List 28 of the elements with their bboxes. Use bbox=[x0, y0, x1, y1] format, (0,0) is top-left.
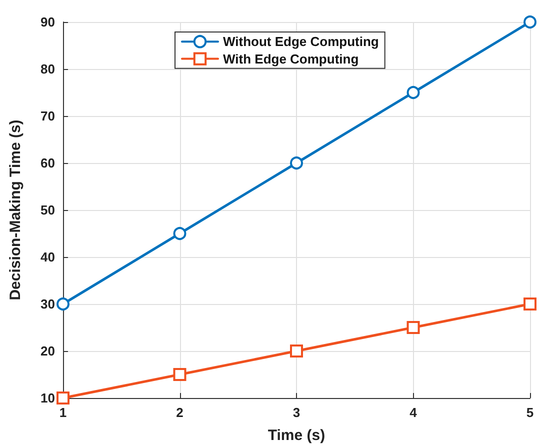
legend-label: Without Edge Computing bbox=[223, 34, 379, 50]
point bbox=[173, 227, 186, 240]
y-tick-label: 50 bbox=[40, 202, 55, 218]
y-tick-label: 20 bbox=[40, 344, 55, 358]
y-tick-label: 30 bbox=[40, 296, 55, 312]
x-tick-label: 1 bbox=[59, 405, 67, 420]
point bbox=[290, 156, 303, 170]
point bbox=[290, 344, 303, 358]
x-axis-title: Time (s) bbox=[268, 427, 326, 444]
point bbox=[56, 392, 70, 404]
x-tick-label: 5 bbox=[526, 405, 534, 420]
y-tick-label: 60 bbox=[40, 156, 55, 170]
point bbox=[173, 368, 186, 381]
x-tick-label: 2 bbox=[176, 405, 184, 420]
point bbox=[406, 321, 420, 334]
y-tick-label: 70 bbox=[40, 108, 55, 124]
y-axis-title: Decision-Making Time (s) bbox=[7, 120, 24, 300]
y-tick-label: 10 bbox=[40, 390, 55, 406]
x-tick-label: 4 bbox=[410, 405, 418, 420]
y-tick-label: 40 bbox=[40, 250, 55, 264]
point bbox=[524, 16, 536, 28]
x-tick-label: 3 bbox=[292, 405, 300, 420]
point bbox=[524, 298, 536, 310]
point bbox=[56, 298, 70, 310]
legend-label: With Edge Computing bbox=[223, 51, 359, 66]
y-tick-label: 90 bbox=[40, 14, 55, 30]
y-tick-label: 80 bbox=[40, 62, 55, 76]
point bbox=[406, 86, 420, 99]
